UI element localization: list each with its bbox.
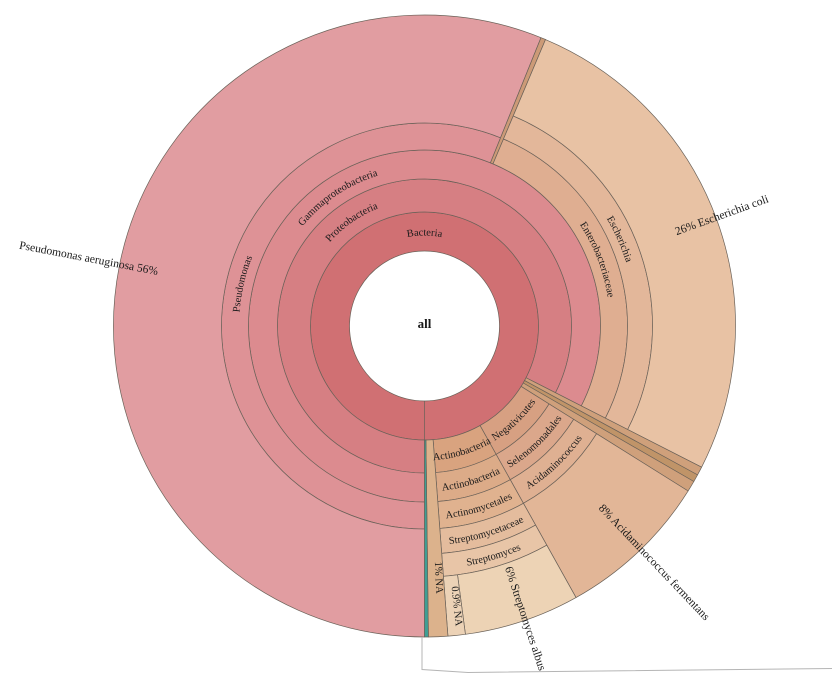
na-bacteria-label: 1% NA: [432, 561, 444, 594]
na-streptomyces-label: 0.9% NA: [449, 586, 464, 627]
wedge-escherichia-coli[interactable]: [512, 39, 736, 468]
wedge-pseudomonas-aeruginosa[interactable]: [113, 14, 542, 638]
wedge-sliver-teal[interactable]: [424, 439, 429, 638]
label-leader-line: [421, 637, 832, 674]
bacteria-label: Bacteria: [406, 227, 443, 240]
center-label-all[interactable]: all: [418, 316, 432, 331]
